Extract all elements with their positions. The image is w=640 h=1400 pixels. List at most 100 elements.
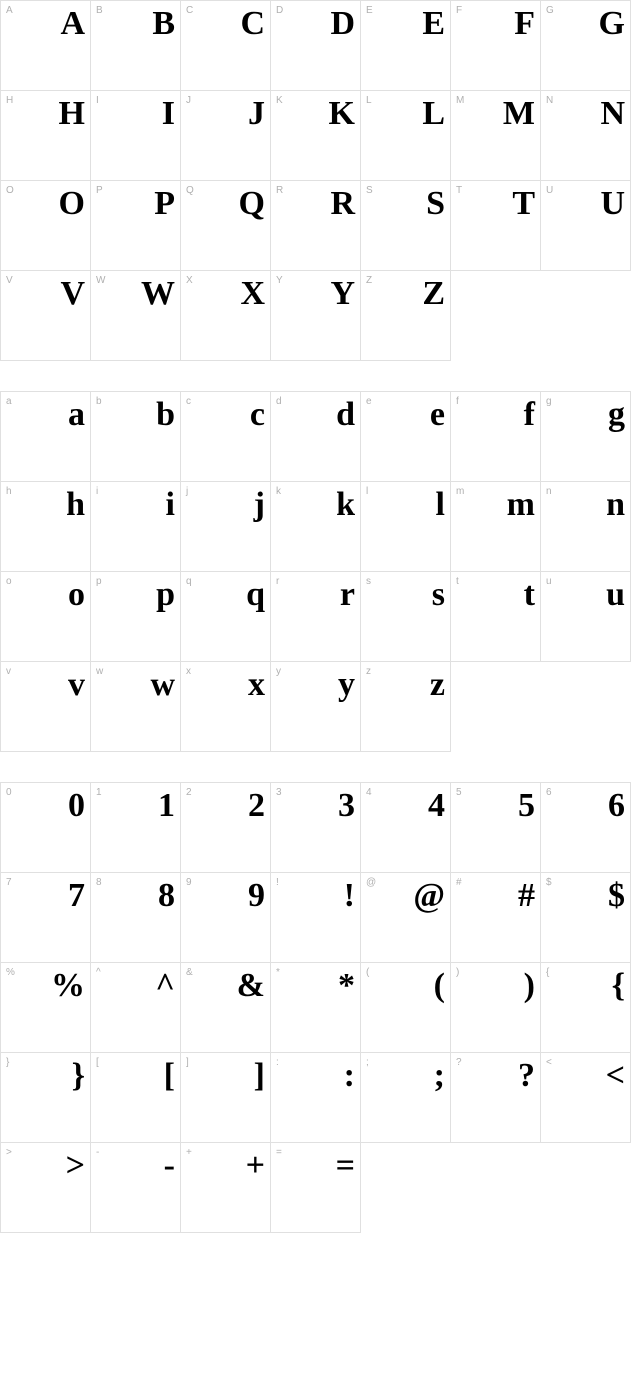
glyph-cell: zz [361,662,451,752]
glyph-display: h [1,488,84,522]
glyph-cell: WW [91,271,181,361]
glyph-display: 9 [181,879,264,913]
glyph-display: p [91,578,174,612]
empty-cell [451,1143,541,1233]
glyph-cell: ss [361,572,451,662]
empty-cell [361,1143,451,1233]
glyph-display: ; [361,1059,444,1093]
glyph-cell: UU [541,181,631,271]
glyph-cell: PP [91,181,181,271]
glyph-cell: VV [1,271,91,361]
glyph-cell: ## [451,873,541,963]
glyph-cell: %% [1,963,91,1053]
glyph-display: x [181,668,264,702]
glyph-display: $ [541,879,624,913]
glyph-display: e [361,398,444,432]
glyph-cell: 88 [91,873,181,963]
glyph-display: ? [451,1059,534,1093]
glyph-cell: QQ [181,181,271,271]
glyph-display: V [1,277,84,311]
glyph-cell: ++ [181,1143,271,1233]
glyph-cell: 55 [451,783,541,873]
glyph-display: f [451,398,534,432]
glyph-cell: @@ [361,873,451,963]
glyph-display: U [541,187,624,221]
glyph-cell: aa [1,392,91,482]
glyph-cell: 44 [361,783,451,873]
character-map: AABBCCDDEEFFGGHHIIJJKKLLMMNNOOPPQQRRSSTT… [0,0,640,1233]
glyph-cell: oo [1,572,91,662]
glyph-display: 7 [1,879,84,913]
glyph-cell: FF [451,1,541,91]
glyph-cell: ll [361,482,451,572]
glyph-display: E [361,7,444,41]
empty-cell [541,1143,631,1233]
glyph-cell: ww [91,662,181,752]
glyph-display: R [271,187,354,221]
empty-cell [541,662,631,752]
glyph-display: Z [361,277,444,311]
glyph-display: g [541,398,624,432]
glyph-cell: SS [361,181,451,271]
empty-cell [541,271,631,361]
glyph-cell: rr [271,572,361,662]
glyph-cell: LL [361,91,451,181]
glyph-display: % [1,969,84,1003]
glyph-display: K [271,97,354,131]
glyph-display: & [181,969,264,1003]
glyph-cell: NN [541,91,631,181]
glyph-display: 5 [451,789,534,823]
glyph-display: * [271,969,354,1003]
glyph-cell: RR [271,181,361,271]
empty-cell [451,271,541,361]
glyph-display: 2 [181,789,264,823]
glyph-cell: uu [541,572,631,662]
glyph-cell: DD [271,1,361,91]
glyph-display: @ [361,879,444,913]
glyph-cell: KK [271,91,361,181]
glyph-grid: AABBCCDDEEFFGGHHIIJJKKLLMMNNOOPPQQRRSSTT… [0,0,631,361]
glyph-cell: 00 [1,783,91,873]
glyph-display: X [181,277,264,311]
glyph-display: Q [181,187,264,221]
glyph-display: O [1,187,84,221]
glyph-display: L [361,97,444,131]
glyph-cell: YY [271,271,361,361]
glyph-cell: !! [271,873,361,963]
glyph-display: 0 [1,789,84,823]
glyph-cell: xx [181,662,271,752]
glyph-display: j [181,488,264,522]
glyph-cell: tt [451,572,541,662]
glyph-display: > [1,1149,84,1183]
glyph-cell: ZZ [361,271,451,361]
glyph-display: l [361,488,444,522]
glyph-cell: TT [451,181,541,271]
glyph-cell: )) [451,963,541,1053]
glyph-display: T [451,187,534,221]
glyph-display: F [451,7,534,41]
glyph-cell: 33 [271,783,361,873]
glyph-cell: ;; [361,1053,451,1143]
glyph-grid: aabbccddeeffgghhiijjkkllmmnnooppqqrrsstt… [0,391,631,752]
glyph-display: b [91,398,174,432]
glyph-cell: :: [271,1053,361,1143]
glyph-display: ! [271,879,354,913]
glyph-display: ) [451,969,534,1003]
glyph-cell: cc [181,392,271,482]
glyph-cell: ee [361,392,451,482]
glyph-display: N [541,97,624,131]
glyph-display: = [271,1149,354,1183]
glyph-display: 6 [541,789,624,823]
glyph-cell: ?? [451,1053,541,1143]
glyph-display: a [1,398,84,432]
glyph-display: : [271,1059,354,1093]
glyph-cell: bb [91,392,181,482]
glyph-display: 1 [91,789,174,823]
glyph-display: I [91,97,174,131]
glyph-display: n [541,488,624,522]
glyph-cell: {{ [541,963,631,1053]
glyph-cell: qq [181,572,271,662]
glyph-cell: ff [451,392,541,482]
glyph-cell: ** [271,963,361,1053]
glyph-display: # [451,879,534,913]
